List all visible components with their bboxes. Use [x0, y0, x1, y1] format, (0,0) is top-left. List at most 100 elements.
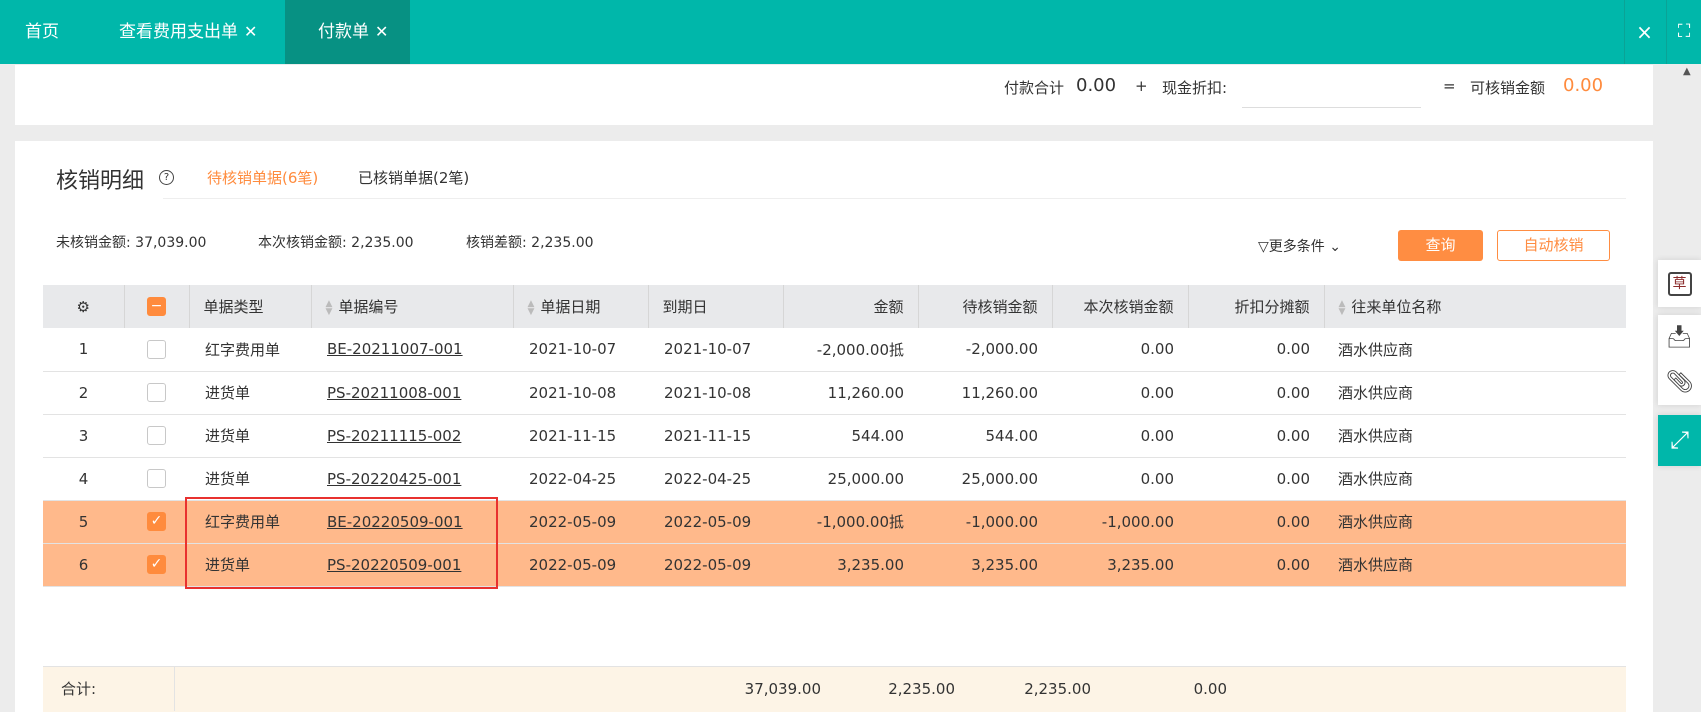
discount-amount[interactable]: 0.00 — [1188, 457, 1324, 501]
pending-amount: 11,260.00 — [918, 371, 1052, 415]
doc-date: 2022-05-09 — [513, 500, 648, 544]
row-checkbox[interactable] — [124, 457, 189, 501]
current-amount[interactable]: 3,235.00 — [1052, 543, 1188, 587]
doc-date: 2021-11-15 — [513, 414, 648, 458]
top-tab-bar: 首页 查看费用支出单 ✕ 付款单 ✕ × ⛶ — [0, 0, 1701, 64]
draft-button[interactable]: 草 — [1658, 260, 1701, 307]
current-amount[interactable]: 0.00 — [1052, 371, 1188, 415]
doc-type: 进货单 — [189, 414, 311, 458]
doc-type: 红字费用单 — [189, 328, 311, 372]
settle-difference: 核销差额: 2,235.00 — [466, 235, 594, 251]
checkbox-icon — [147, 383, 166, 402]
close-tab-icon[interactable]: ✕ — [244, 22, 258, 41]
table-row[interactable]: 1 红字费用单 BE-20211007-001 2021-10-07 2021-… — [43, 328, 1626, 372]
table-row[interactable]: 4 进货单 PS-20220425-001 2022-04-25 2022-04… — [43, 457, 1626, 501]
close-all-icon[interactable]: × — [1624, 0, 1664, 64]
sort-icon: ▲ ▼ — [325, 298, 333, 317]
col-partner[interactable]: ▲ ▼ 往来单位名称 — [1324, 285, 1626, 328]
help-icon[interactable]: ? — [159, 170, 174, 185]
column-settings-icon[interactable]: ⚙ — [43, 285, 125, 328]
checkbox-icon — [147, 469, 166, 488]
partner-name: 酒水供应商 — [1324, 457, 1626, 501]
tab-home[interactable]: 首页 — [13, 0, 71, 64]
discount-amount[interactable]: 0.00 — [1188, 543, 1324, 587]
discount-amount[interactable]: 0.00 — [1188, 500, 1324, 544]
doc-code-link[interactable]: PS-20220509-001 — [327, 555, 462, 574]
amount: -2,000.00抵 — [783, 328, 918, 372]
row-checkbox[interactable] — [124, 414, 189, 458]
col-label: 往来单位名称 — [1351, 298, 1442, 316]
doc-code-link[interactable]: BE-20211007-001 — [327, 340, 463, 359]
payment-total-label: 付款合计 — [1004, 79, 1065, 97]
tab-label: 付款单 — [318, 22, 369, 42]
amount: 544.00 — [783, 414, 918, 458]
cash-discount-input[interactable] — [1242, 70, 1421, 108]
paperclip-icon[interactable]: 📎︎ — [1665, 370, 1694, 395]
tab-payment[interactable]: 付款单 ✕ — [285, 0, 410, 64]
row-number: 6 — [43, 543, 124, 587]
col-current: 本次核销金额 — [1052, 285, 1189, 328]
current-amount[interactable]: 0.00 — [1052, 328, 1188, 372]
row-number: 4 — [43, 457, 124, 501]
doc-date: 2021-10-07 — [513, 328, 648, 372]
col-date[interactable]: ▲ ▼ 单据日期 — [513, 285, 649, 328]
discount-amount[interactable]: 0.00 — [1188, 414, 1324, 458]
auto-settle-button[interactable]: 自动核销 — [1497, 230, 1610, 261]
row-number: 5 — [43, 500, 124, 544]
col-due: 到期日 — [648, 285, 784, 328]
table-row[interactable]: 6 ✓ 进货单 PS-20220509-001 2022-05-09 2022-… — [43, 543, 1626, 587]
row-checkbox[interactable]: ✓ — [124, 500, 189, 544]
tab-label: 首页 — [25, 22, 59, 42]
select-all-checkbox[interactable]: − — [124, 285, 190, 328]
discount-amount[interactable]: 0.00 — [1188, 328, 1324, 372]
amount: 25,000.00 — [783, 457, 918, 501]
scroll-up-arrow[interactable]: ▲ — [1683, 66, 1691, 77]
row-checkbox[interactable] — [124, 371, 189, 415]
current-amount[interactable]: 0.00 — [1052, 457, 1188, 501]
tab-settled[interactable]: 已核销单据(2笔) — [358, 169, 470, 187]
doc-code-link[interactable]: PS-20220425-001 — [327, 469, 462, 488]
col-label: 单据日期 — [540, 298, 601, 316]
tab-pending[interactable]: 待核销单据(6笔) — [207, 169, 319, 187]
side-tools: 📥︎ 📎︎ — [1658, 315, 1701, 405]
table-row[interactable]: 2 进货单 PS-20211008-001 2021-10-08 2021-10… — [43, 371, 1626, 415]
expand-icon[interactable]: ⤢ — [1658, 415, 1701, 466]
table-row[interactable]: 3 进货单 PS-20211115-002 2021-11-15 2021-11… — [43, 414, 1626, 458]
row-checkbox[interactable] — [124, 328, 189, 372]
query-button[interactable]: 查询 — [1398, 230, 1483, 261]
inbox-icon[interactable]: 📥︎ — [1665, 325, 1694, 350]
totals-label: 合计: — [61, 680, 97, 698]
partner-name: 酒水供应商 — [1324, 414, 1626, 458]
doc-code-cell: BE-20211007-001 — [311, 328, 513, 372]
table-row[interactable]: 5 ✓ 红字费用单 BE-20220509-001 2022-05-09 202… — [43, 500, 1626, 544]
tab-expense-view[interactable]: 查看费用支出单 ✕ — [107, 0, 269, 64]
current-settle-amount: 本次核销金额: 2,235.00 — [258, 235, 414, 251]
col-code[interactable]: ▲ ▼ 单据编号 — [311, 285, 514, 328]
col-label: 单据编号 — [338, 298, 399, 316]
available-value: 0.00 — [1563, 75, 1604, 96]
chevron-down-icon: ⌄ — [1324, 239, 1341, 255]
col-amount: 金额 — [783, 285, 919, 328]
doc-type: 进货单 — [189, 543, 311, 587]
doc-code-cell: PS-20211115-002 — [311, 414, 513, 458]
col-discount: 折扣分摊额 — [1188, 285, 1325, 328]
partner-name: 酒水供应商 — [1324, 328, 1626, 372]
fullscreen-icon[interactable]: ⛶ — [1666, 0, 1701, 64]
page-title: 核销明细 — [56, 169, 145, 194]
current-amount[interactable]: 0.00 — [1052, 414, 1188, 458]
doc-code-link[interactable]: PS-20211115-002 — [327, 426, 462, 445]
plus-sign: + — [1135, 77, 1148, 95]
due-date: 2021-10-07 — [648, 328, 783, 372]
current-amount[interactable]: -1,000.00 — [1052, 500, 1188, 544]
amount: -1,000.00抵 — [783, 500, 918, 544]
partner-name: 酒水供应商 — [1324, 371, 1626, 415]
close-tab-icon[interactable]: ✕ — [375, 22, 389, 41]
total-pending: 2,235.00 — [888, 680, 955, 698]
doc-code-cell: BE-20220509-001 — [311, 500, 513, 544]
discount-amount[interactable]: 0.00 — [1188, 371, 1324, 415]
totals-row: 合计: 37,039.00 2,235.00 2,235.00 0.00 — [43, 666, 1626, 712]
doc-code-link[interactable]: PS-20211008-001 — [327, 383, 462, 402]
row-checkbox[interactable]: ✓ — [124, 543, 189, 587]
more-conditions-button[interactable]: ▽更多条件 ⌄ — [1258, 239, 1341, 255]
doc-code-link[interactable]: BE-20220509-001 — [327, 512, 463, 531]
